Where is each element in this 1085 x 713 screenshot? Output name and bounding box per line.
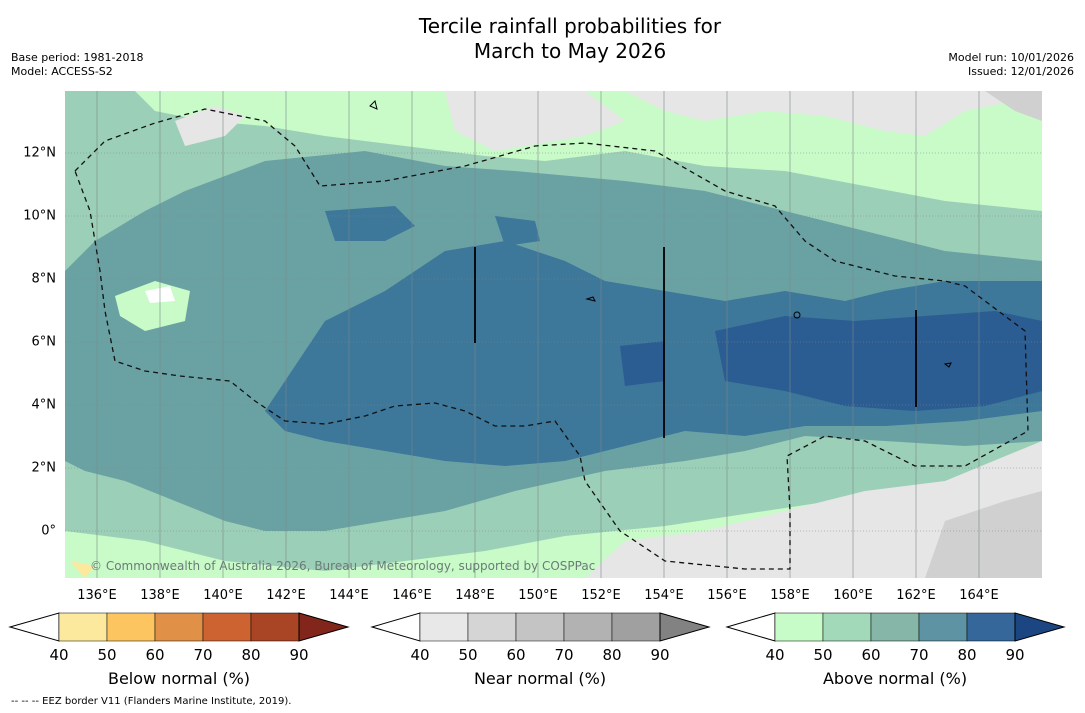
colorbar-above-tick: 50 [813,646,833,664]
colorbar-near-tick: 80 [602,646,622,664]
x-tick: 146°E [392,588,432,603]
region-above-90-patch [620,341,665,386]
colorbar-above-tick: 40 [765,646,785,664]
model-run-label: Model run: 10/01/2026 [948,51,1074,64]
region-above-80-north [325,206,415,241]
colorbar-above-title: Above normal (%) [822,669,968,688]
eez-footnote: -- -- -- EEZ border V11 (Flanders Marine… [11,696,292,707]
colorbar-below-tick: 40 [49,646,69,664]
colorbar-below-tick: 80 [241,646,261,664]
y-tick: 0° [41,523,56,539]
x-tick: 156°E [707,588,747,603]
y-tick: 2°N [31,460,57,476]
copyright-notice: © Commonwealth of Australia 2026, Bureau… [90,559,596,573]
x-tick: 162°E [896,588,936,603]
colorbar-below-tick: 50 [97,646,117,664]
y-tick: 10°N [23,208,56,224]
colorbar-near-tick: 40 [410,646,430,664]
islands [369,100,952,368]
meta-right: Model run: 10/01/2026 Issued: 12/01/2026 [948,51,1074,79]
region-near-south-60 [925,491,1042,578]
x-tick: 150°E [518,588,558,603]
colorbar-near-title: Near normal (%) [473,669,607,688]
region-near-north-3 [985,91,1042,121]
colorbar-near-tick: 70 [554,646,574,664]
graticule [65,152,1042,532]
x-tick: 142°E [266,588,306,603]
region-above-80-patch [495,216,540,246]
colorbar-above-tick: 90 [1005,646,1025,664]
boundary-lines [474,247,917,438]
x-tick: 140°E [203,588,243,603]
colorbar-near-tick: 60 [506,646,526,664]
region-near-north-4 [175,106,245,146]
region-above-90 [715,311,1042,411]
colorbar-above-tick: 60 [861,646,881,664]
y-tick: 12°N [23,145,56,161]
region-near-north-2 [625,91,1042,136]
y-tick: 4°N [31,397,57,413]
region-above-50-north [135,91,1042,211]
colorbar-near-tick: 50 [458,646,478,664]
colorbar-below-tick: 60 [145,646,165,664]
colorbars [8,612,1066,642]
x-tick: 160°E [833,588,873,603]
colorbar-near-tick: 90 [650,646,670,664]
model-label: Model: ACCESS-S2 [11,65,113,78]
x-tick: 136°E [77,588,117,603]
region-near-south [585,441,1042,578]
colorbar-below-title: Below normal (%) [107,669,251,688]
colorbar-below-tick: 90 [289,646,309,664]
colorbar-above-tick: 80 [957,646,977,664]
probability-map[interactable] [65,91,1042,578]
x-tick: 152°E [581,588,621,603]
x-tick: 148°E [455,588,495,603]
region-near-north-1 [445,91,625,151]
colorbar-below [8,612,350,642]
x-tick: 138°E [140,588,180,603]
title-line-1: Tercile rainfall probabilities for [418,14,722,38]
title-line-2: March to May 2026 [473,39,667,63]
x-tick: 144°E [329,588,369,603]
meta-left: Base period: 1981-2018 Model: ACCESS-S2 [11,51,143,79]
x-tick: 158°E [770,588,810,603]
map-canvas [65,91,1042,578]
colorbar-below-tick: 70 [193,646,213,664]
colorbar-near [370,612,711,642]
x-tick: 154°E [644,588,684,603]
y-tick: 8°N [31,271,57,287]
chart-title: Tercile rainfall probabilities for March… [0,14,1085,64]
colorbar-above-tick: 70 [909,646,929,664]
eez-border [74,108,1029,570]
region-below-normal [70,561,95,578]
x-tick: 164°E [959,588,999,603]
base-period-label: Base period: 1981-2018 [11,51,144,64]
colorbar-above [725,612,1066,642]
y-tick: 6°N [31,334,57,350]
issued-label: Issued: 12/01/2026 [967,65,1074,78]
